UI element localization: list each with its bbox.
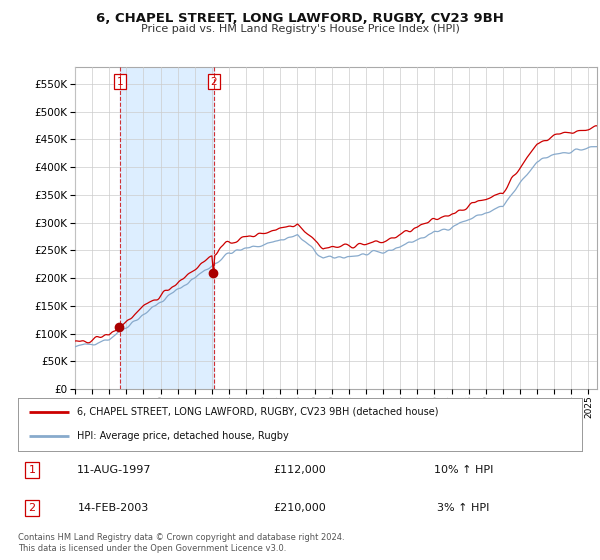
Text: 14-FEB-2003: 14-FEB-2003 — [78, 503, 149, 513]
Bar — [120, 67, 214, 389]
Text: Contains HM Land Registry data © Crown copyright and database right 2024.
This d: Contains HM Land Registry data © Crown c… — [18, 533, 344, 553]
Text: 2: 2 — [211, 77, 217, 87]
Text: £210,000: £210,000 — [274, 503, 326, 513]
Text: 3% ↑ HPI: 3% ↑ HPI — [437, 503, 490, 513]
Text: 6, CHAPEL STREET, LONG LAWFORD, RUGBY, CV23 9BH (detached house): 6, CHAPEL STREET, LONG LAWFORD, RUGBY, C… — [77, 407, 439, 417]
Text: £112,000: £112,000 — [274, 465, 326, 475]
Text: 1: 1 — [116, 77, 123, 87]
Text: 2: 2 — [29, 503, 35, 513]
Text: HPI: Average price, detached house, Rugby: HPI: Average price, detached house, Rugb… — [77, 431, 289, 441]
Text: Price paid vs. HM Land Registry's House Price Index (HPI): Price paid vs. HM Land Registry's House … — [140, 24, 460, 34]
Text: 6, CHAPEL STREET, LONG LAWFORD, RUGBY, CV23 9BH: 6, CHAPEL STREET, LONG LAWFORD, RUGBY, C… — [96, 12, 504, 25]
Text: 11-AUG-1997: 11-AUG-1997 — [77, 465, 151, 475]
Text: 1: 1 — [29, 465, 35, 475]
Text: 10% ↑ HPI: 10% ↑ HPI — [434, 465, 493, 475]
